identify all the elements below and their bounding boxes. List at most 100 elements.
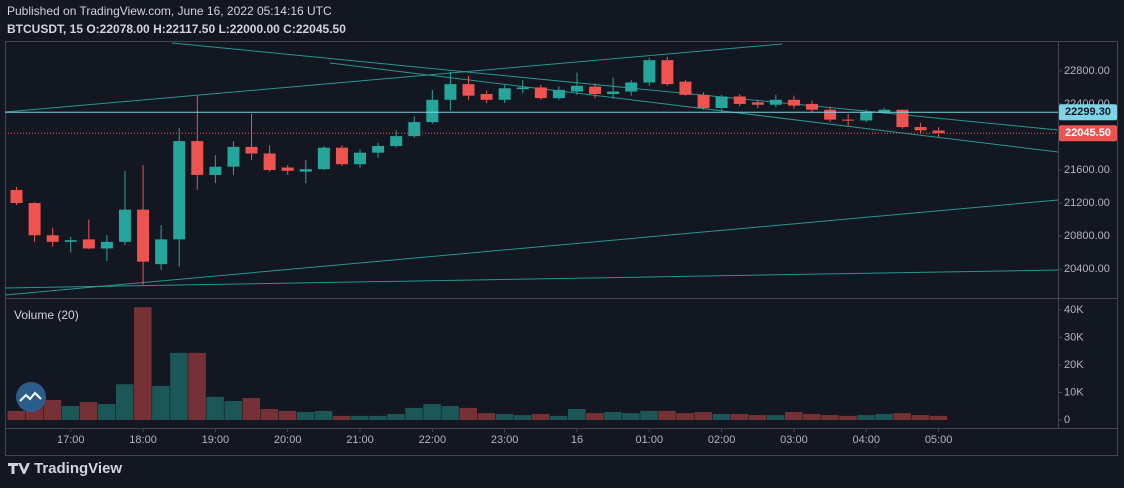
x-tick-label: 01:00 (636, 434, 664, 446)
candle-body (534, 87, 547, 99)
candle-body (281, 167, 294, 171)
volume-bar (622, 413, 640, 421)
candle-body (715, 96, 728, 109)
candle-body (480, 94, 493, 100)
volume-bar (224, 401, 242, 421)
trend-lines (4, 42, 1059, 296)
volume-bar (296, 412, 315, 421)
volume-bar (821, 415, 839, 421)
candle-body (317, 147, 330, 170)
candle-body (10, 189, 23, 204)
y-tick-label: 21200.00 (1064, 197, 1110, 209)
hline-label: 22299.30 (1065, 106, 1111, 118)
y-tick-label: 20400.00 (1064, 263, 1110, 275)
candle-body (607, 91, 620, 95)
candle-body (46, 235, 59, 242)
logo-glyph (19, 391, 42, 402)
candle-body (64, 240, 77, 242)
candle-body (914, 127, 927, 131)
volume-bar (405, 407, 423, 421)
candle-body (733, 96, 746, 104)
volume-bar (567, 409, 586, 421)
trend-line (171, 42, 1059, 131)
candle-body (263, 153, 276, 170)
last_price-box (1059, 125, 1117, 142)
x-tick-label: 19:00 (202, 434, 230, 446)
candle-body (552, 89, 565, 99)
candle-body (625, 82, 638, 92)
volume-bar (242, 397, 261, 421)
y-tick-label: 30K (1064, 331, 1084, 343)
candle-body (824, 109, 837, 120)
volume-bar (7, 410, 25, 421)
x-tick-label: 05:00 (925, 434, 953, 446)
volume-bar (369, 415, 387, 421)
candle-body (643, 60, 656, 83)
candle-body (245, 146, 258, 154)
candle-body (769, 99, 782, 105)
candle-body (751, 102, 764, 105)
volume-bar (332, 415, 351, 421)
volume-bar (495, 413, 514, 421)
volume-bar (676, 413, 694, 421)
volume-bar (152, 385, 170, 421)
volume-bar (441, 405, 459, 421)
plot: 0 10K 20K 30K 40K Volume (20) 20400.00 20800.00… (5, 56, 1117, 446)
volume-bar (79, 402, 98, 421)
volume-bar (640, 410, 658, 421)
y-tick-label: 20K (1064, 359, 1084, 371)
candle-body (498, 88, 511, 100)
x-tick-label: 04:00 (852, 434, 880, 446)
volume-bar (911, 415, 929, 421)
candle-body (896, 109, 909, 128)
volume-bar (170, 352, 188, 421)
volume-bar (929, 415, 948, 421)
volume-bar (61, 405, 80, 421)
candle-body (932, 130, 945, 134)
volume-bar (586, 413, 604, 421)
y-tick-label: 10K (1064, 386, 1084, 398)
volume-bar (730, 413, 749, 421)
candle-body (426, 99, 439, 123)
volume-bar (531, 413, 550, 421)
x-tick-label: 18:00 (129, 434, 157, 446)
candle-body (137, 209, 150, 262)
volume-bar (694, 412, 713, 421)
trend-line (4, 269, 1059, 289)
candle-body (299, 169, 312, 172)
volume-bar (423, 404, 441, 421)
symbol-legend: BTCUSDT, 15 O:22078.00 H:22117.50 L:2200… (7, 22, 346, 36)
candle-body (842, 119, 855, 121)
x-tick-label: 20:00 (274, 434, 302, 446)
volume-bar (875, 413, 893, 421)
x-tick-label: 16 (571, 434, 583, 446)
volume-bar (188, 352, 206, 421)
volume-bar (97, 404, 116, 421)
y-tick-label: 22800.00 (1064, 65, 1110, 77)
brand-mark (8, 463, 30, 474)
y-tick-label: 20800.00 (1064, 230, 1110, 242)
x-tick-label: 03:00 (780, 434, 808, 446)
candle-body (118, 209, 131, 242)
candle-body (354, 152, 367, 165)
candle-body (516, 87, 529, 90)
trend-line (4, 199, 1059, 296)
y-tick-label: 0 (1064, 414, 1070, 426)
volume-bar (766, 415, 785, 421)
y-tick-label: 40K (1064, 304, 1084, 316)
volume-bar (206, 396, 224, 421)
candle-body (860, 112, 873, 121)
candle-body (372, 146, 385, 153)
trend-line (329, 62, 1059, 153)
chart-frame (5, 41, 1118, 456)
candle-body (408, 122, 421, 137)
candle-body (100, 241, 113, 249)
candle-body (787, 99, 800, 106)
candle-body (227, 146, 240, 167)
volume-bar (278, 410, 297, 421)
candle-body (82, 239, 95, 249)
candle-body (570, 85, 583, 92)
hline-box (1059, 104, 1117, 121)
x-tick-label: 23:00 (491, 434, 519, 446)
